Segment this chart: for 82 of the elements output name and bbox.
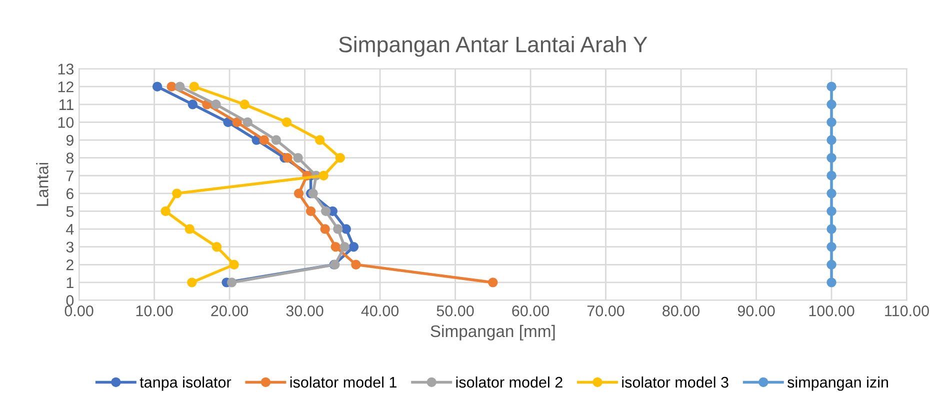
x-tick-label: 80.00 [662,306,700,316]
point [172,188,182,198]
y-tick-label: 1 [66,277,74,288]
point [314,135,325,145]
y-tick-label: 10 [58,117,74,128]
point [189,82,200,92]
legend-label: isolator model 2 [456,376,562,388]
point [348,242,359,252]
point [340,242,350,252]
point [240,100,250,110]
y-tick-label: 12 [58,81,74,92]
point [259,135,270,145]
point [826,260,836,270]
point [826,152,836,163]
point [341,224,352,234]
point [826,224,836,234]
point [187,278,197,288]
point [212,242,222,252]
point [826,100,836,110]
point [351,260,361,270]
point [826,117,836,128]
point [160,206,170,216]
point [330,242,340,252]
point [335,152,346,163]
y-tick-label: 9 [66,134,74,146]
point [308,188,318,198]
x-tick-label: 90.00 [738,306,775,316]
legend-label: isolator model 1 [290,376,396,388]
point [232,117,242,128]
point [294,188,304,198]
point [826,206,836,216]
point [826,170,836,180]
x-tick-label: 70.00 [587,306,624,316]
point [211,100,221,110]
point [226,278,237,288]
x-tick-label: 10.00 [136,306,173,316]
point [333,224,343,234]
y-tick-label: 8 [66,152,74,164]
y-axis-title: Lantai [36,162,48,206]
legend-label: isolator model 3 [622,376,728,388]
x-tick-label: 50.00 [436,306,474,316]
chart-title: Simpangan Antar Lantai Arah Y [339,36,648,57]
point [318,170,328,180]
y-tick-label: 7 [66,170,74,182]
y-tick-label: 11 [59,99,74,110]
point [320,206,331,216]
point [826,135,836,145]
point [320,224,330,234]
x-tick-label: 100.00 [809,306,854,316]
y-tick-label: 4 [66,224,74,235]
point [826,82,836,92]
x-tick-label: 30.00 [286,306,324,316]
x-tick-label: 40.00 [361,306,399,316]
x-tick-label: 110.00 [885,306,929,316]
point [184,224,195,234]
point [282,117,292,128]
point [306,206,316,216]
point [488,278,498,288]
y-tick-label: 6 [66,188,74,200]
y-tick-label: 5 [66,206,74,217]
point [282,152,292,163]
y-tick-label: 3 [66,242,74,253]
x-tick-label: 20.00 [211,306,248,316]
point [826,278,836,288]
point [188,100,198,110]
point [175,82,185,92]
point [293,152,303,163]
point [242,117,252,128]
point [826,242,836,252]
point [152,82,162,92]
legend-label: simpangan izin [787,376,888,391]
x-axis-title: Simpangan [mm] [430,324,555,340]
point [271,135,282,145]
x-tick-label: 60.00 [512,306,550,316]
y-tick-label: 13 [58,64,74,74]
y-tick-label: 2 [66,260,74,270]
y-tick-label: 0 [66,295,74,306]
x-tick-label: 0.00 [64,306,94,316]
legend-label: tanpa isolator [140,376,232,391]
point [826,188,836,198]
point [229,260,239,270]
point [166,82,176,92]
